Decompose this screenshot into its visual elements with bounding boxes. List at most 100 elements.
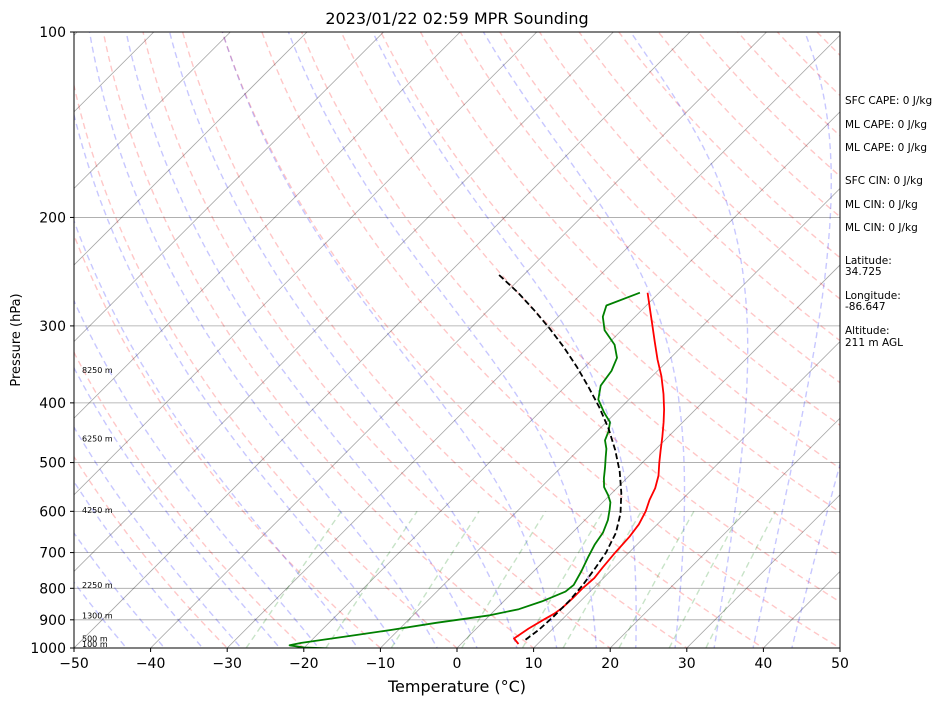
mixing-ratio-line xyxy=(461,510,547,648)
isotherm-line xyxy=(380,187,840,648)
moist-adiabat xyxy=(752,32,832,648)
grid-lines xyxy=(0,32,840,648)
mixing-ratio-line xyxy=(245,510,342,648)
dry-adiabat xyxy=(261,32,840,648)
dry-adiabat xyxy=(459,32,840,427)
isotherm-line xyxy=(74,32,461,419)
mixing-ratio-line xyxy=(521,510,604,648)
y-axis-ticks: 100 200 300 400 500 600 700 800 900 1000 xyxy=(30,25,74,657)
moist-adiabat xyxy=(630,32,749,648)
isotherm-line xyxy=(686,494,840,648)
y-tick-label: 800 xyxy=(39,581,66,597)
y-tick-label: 500 xyxy=(39,456,66,472)
x-tick-label: −10 xyxy=(366,656,396,672)
dry-adiabat xyxy=(419,32,840,470)
x-tick-label: 40 xyxy=(754,656,772,672)
moist-adiabat xyxy=(791,461,840,648)
dry-adiabat xyxy=(74,82,459,648)
height-label: 500 m xyxy=(82,635,108,644)
y-tick-label: 300 xyxy=(39,319,66,335)
isotherm-line xyxy=(74,32,614,572)
x-tick-label: −30 xyxy=(212,656,242,672)
dry-adiabat xyxy=(697,32,840,178)
moist-adiabat xyxy=(287,32,598,648)
isotherm-line xyxy=(74,32,231,189)
index-sfc-cin: SFC CIN: 0 J/kg xyxy=(845,175,923,187)
dry-adiabat xyxy=(102,32,535,648)
mixing-ratio-line xyxy=(325,510,418,648)
longitude-value: -86.647 xyxy=(845,301,886,313)
y-tick-label: 100 xyxy=(39,25,66,41)
moist-adiabat xyxy=(482,32,686,648)
dry-adiabat xyxy=(221,32,765,648)
latitude-label: Latitude: xyxy=(845,255,892,267)
height-label: 8250 m xyxy=(82,366,113,375)
height-label: 1300 m xyxy=(82,612,113,621)
altitude-value: 211 m AGL xyxy=(845,337,903,349)
isotherm-line xyxy=(74,32,384,343)
x-axis-ticks: −50 −40 −30 −20 −10 0 10 20 30 40 50 xyxy=(59,648,849,672)
height-label: 6250 m xyxy=(82,435,113,444)
height-label: 4250 m xyxy=(82,506,113,515)
dewpoint-line xyxy=(288,291,641,648)
y-tick-label: 600 xyxy=(39,504,66,520)
x-tick-label: 10 xyxy=(525,656,543,672)
y-tick-label: 1000 xyxy=(30,641,66,657)
y-tick-label: 900 xyxy=(39,613,66,629)
height-label: 2250 m xyxy=(82,581,113,590)
dry-adiabat xyxy=(181,32,689,648)
height-label: 100 m xyxy=(82,640,108,649)
isotherm-line xyxy=(0,32,1,648)
y-axis-label: Pressure (hPa) xyxy=(9,293,24,386)
temperature-line xyxy=(513,292,665,645)
longitude-label: Longitude: xyxy=(845,290,901,302)
dry-adiabat xyxy=(300,32,840,603)
moist-adiabat xyxy=(221,32,558,648)
isotherm-line xyxy=(226,34,840,648)
dry-adiabat xyxy=(74,455,229,648)
plot-frame xyxy=(73,31,841,649)
chart-title: 2023/01/22 02:59 MPR Sounding xyxy=(325,9,588,28)
dry-adiabat xyxy=(921,18,946,661)
isotherm-line xyxy=(74,32,538,496)
x-axis-label: Temperature (°C) xyxy=(387,677,526,696)
mixing-ratio-line xyxy=(705,510,777,648)
sounding-profiles xyxy=(288,274,665,648)
isotherm-line xyxy=(456,264,840,648)
isotherm-line xyxy=(533,341,840,648)
dry-adiabat xyxy=(74,350,305,648)
moist-adiabat xyxy=(88,32,438,648)
x-tick-label: −20 xyxy=(289,656,319,672)
isotherm-line xyxy=(150,32,767,648)
background-lines xyxy=(74,18,946,661)
x-tick-label: 20 xyxy=(601,656,619,672)
index-ml-cape-2: ML CAPE: 0 J/kg xyxy=(845,142,927,154)
index-sfc-cape: SFC CAPE: 0 J/kg xyxy=(845,95,932,107)
moist-adiabat xyxy=(372,32,637,648)
dry-adiabat xyxy=(736,32,840,137)
moist-adiabat xyxy=(74,111,399,648)
x-tick-label: 30 xyxy=(678,656,696,672)
indices-panel: SFC CAPE: 0 J/kg ML CAPE: 0 J/kg ML CAPE… xyxy=(845,95,932,349)
y-tick-label: 200 xyxy=(39,210,66,226)
index-ml-cape-1: ML CAPE: 0 J/kg xyxy=(845,119,927,131)
index-ml-cin-2: ML CIN: 0 J/kg xyxy=(845,222,918,234)
index-ml-cin-1: ML CIN: 0 J/kg xyxy=(845,199,918,211)
x-tick-label: 0 xyxy=(453,656,462,672)
dry-adiabat xyxy=(538,32,840,342)
mixing-ratio-line xyxy=(390,510,480,648)
moist-adiabat xyxy=(74,218,359,648)
dry-adiabat xyxy=(498,32,840,384)
moist-adiabat xyxy=(74,299,320,648)
dry-adiabat xyxy=(74,233,382,648)
dry-adiabat xyxy=(142,32,612,648)
mixing-ratio-line xyxy=(668,510,742,648)
x-tick-label: 50 xyxy=(831,656,849,672)
moist-adiabat xyxy=(125,32,478,648)
x-tick-label: −50 xyxy=(59,656,89,672)
altitude-label: Altitude: xyxy=(845,325,890,337)
isotherm-line xyxy=(74,32,308,266)
latitude-value: 34.725 xyxy=(845,266,882,278)
